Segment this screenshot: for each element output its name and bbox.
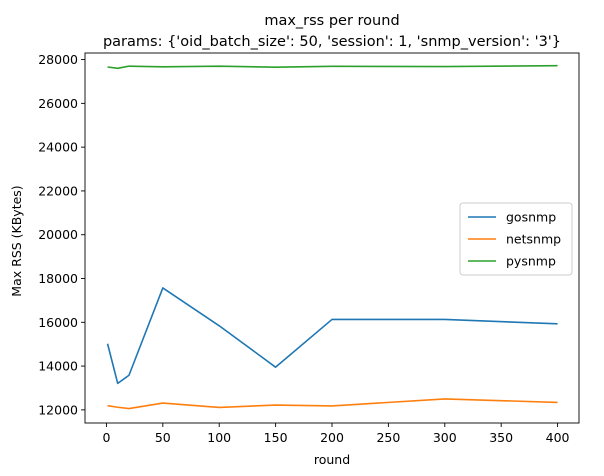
y-tick-label: 16000 [38,315,78,330]
legend-label-netsnmp: netsnmp [506,232,561,247]
legend-box [459,202,573,276]
y-tick-label: 18000 [38,271,78,286]
series-line-gosnmp [106,287,558,385]
x-tick-label: 250 [376,430,400,445]
chart-title: max_rss per round [264,13,399,29]
series-line-pysnmp [107,64,558,70]
y-tick-label: 26000 [38,96,78,111]
series-line-netsnmp [107,398,558,410]
y-tick-label: 20000 [38,227,78,242]
y-tick-label: 22000 [38,183,78,198]
x-tick-label: 100 [207,430,231,445]
y-axis-label: Max RSS (KBytes) [9,185,24,296]
plot-area: 0 50 100 150 200 250 300 350 400 12000 14000 16000 1… [38,52,580,445]
legend-label-gosnmp: gosnmp [506,210,556,225]
x-tick-label: 300 [433,430,457,445]
x-tick-label: 350 [489,430,513,445]
legend-label-pysnmp: pysnmp [506,254,556,269]
y-tick-label: 12000 [38,402,78,417]
legend: gosnmp netsnmp pysnmp [459,202,573,276]
chart-subtitle: params: {'oid_batch_size': 50, 'session'… [103,34,561,50]
x-tick-label: 200 [320,430,344,445]
x-tick-label: 150 [264,430,288,445]
x-tick-label: 400 [546,430,570,445]
y-tick-label: 24000 [38,140,78,155]
x-tick-label: 0 [102,430,110,445]
x-tick-label: 50 [155,430,171,445]
x-axis-label: round [314,452,350,467]
y-tick-label: 14000 [38,359,78,374]
y-tick-label: 28000 [38,52,78,67]
